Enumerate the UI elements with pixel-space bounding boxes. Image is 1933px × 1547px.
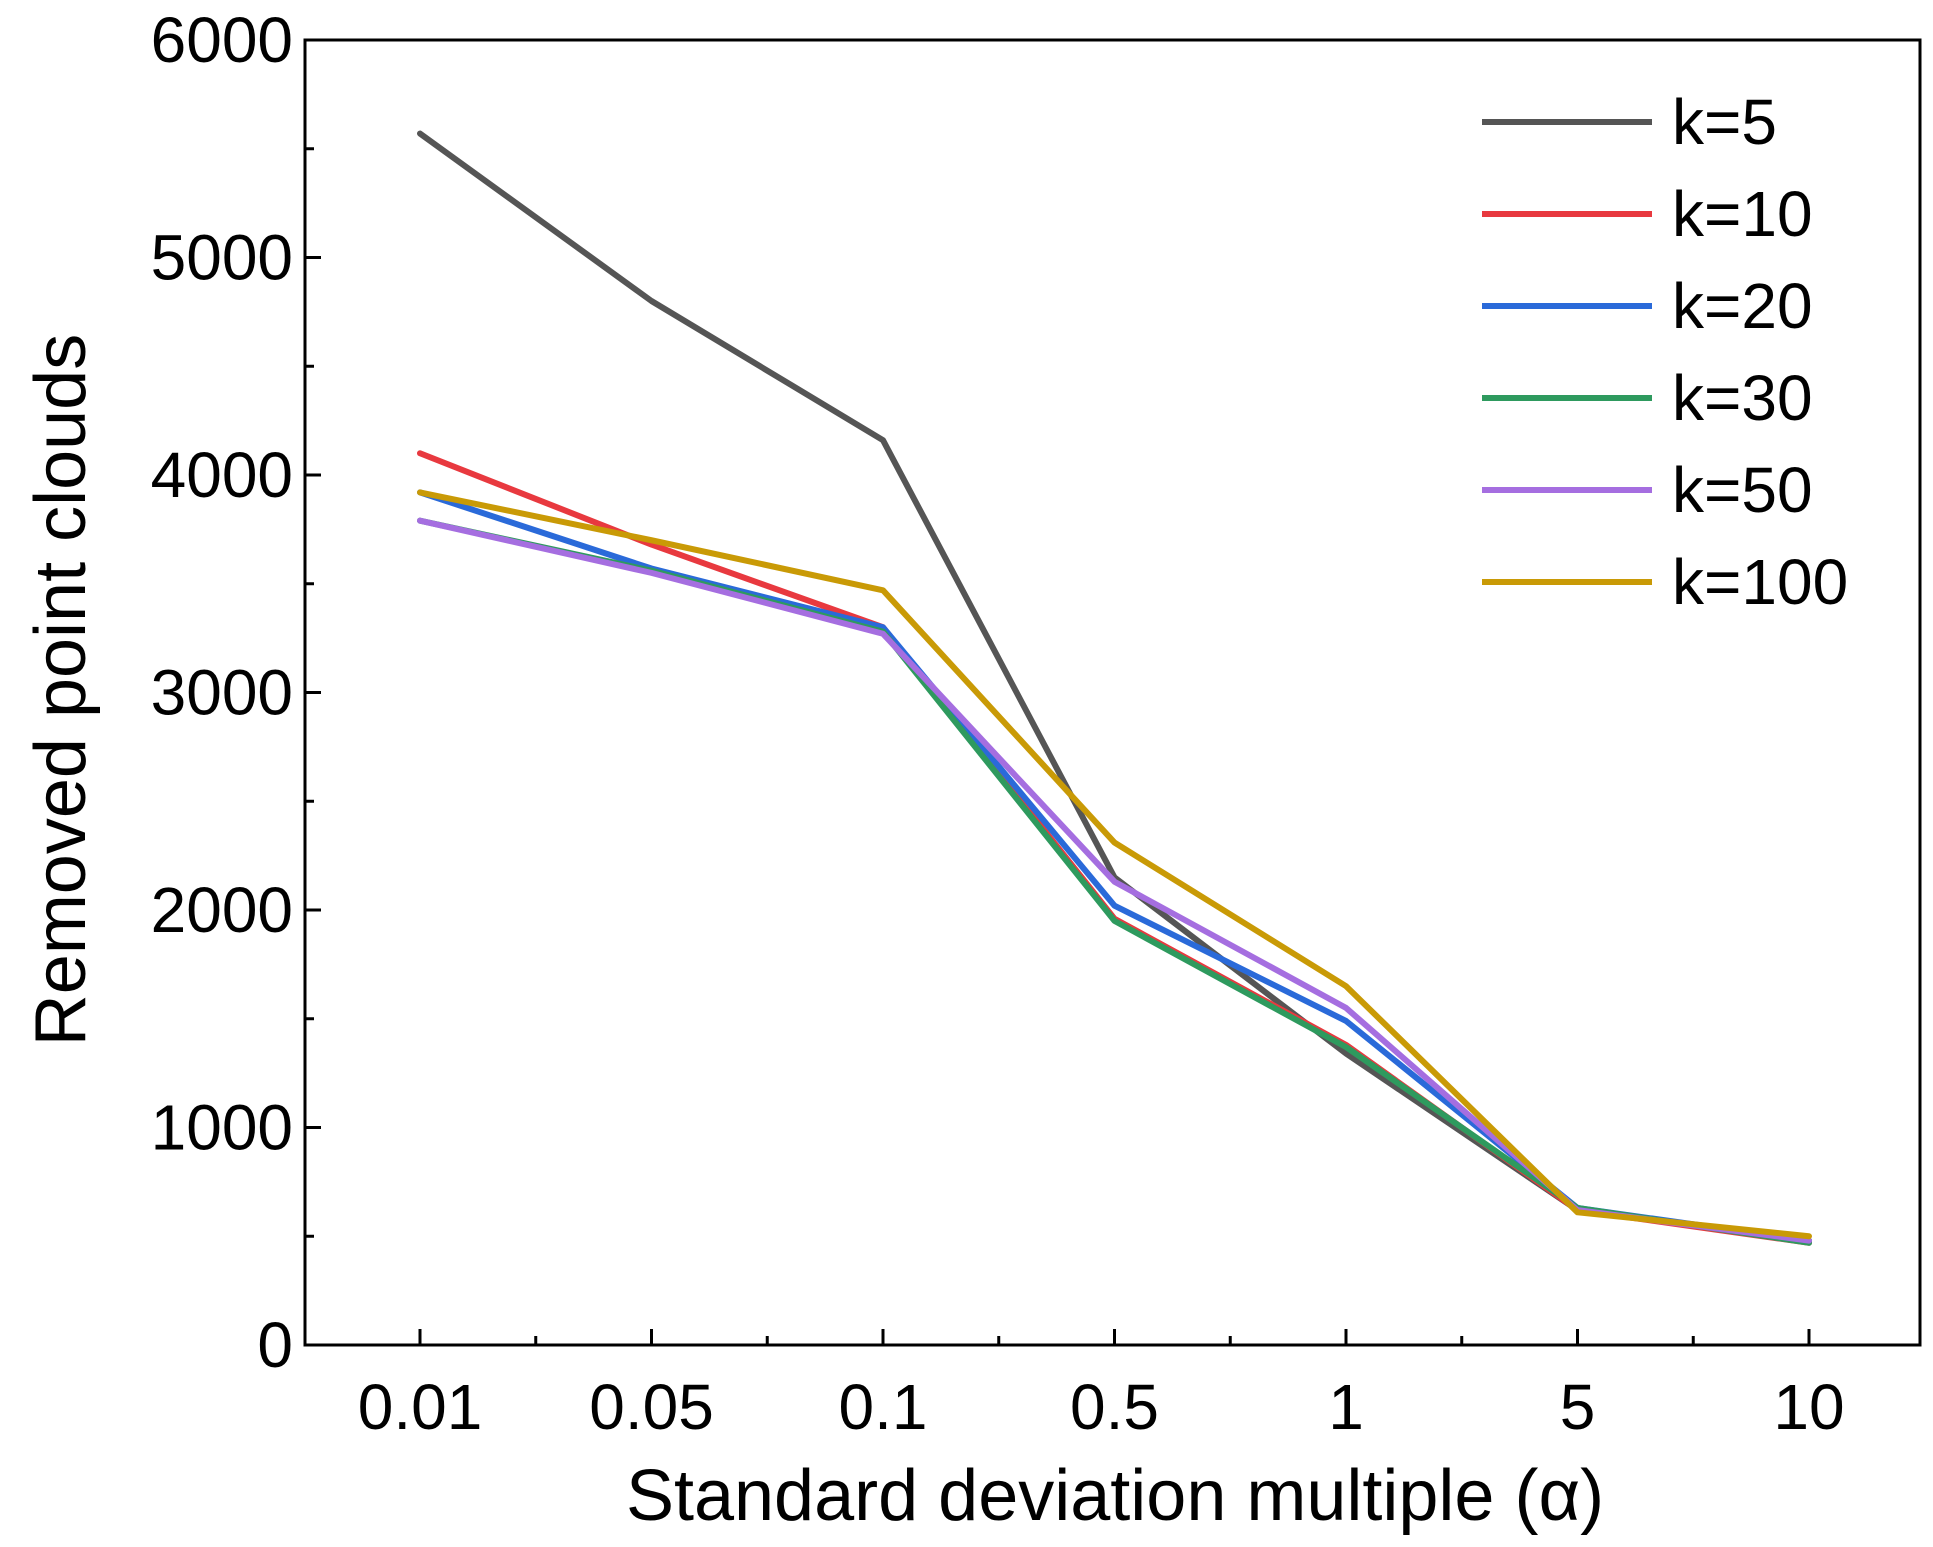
- y-tick-label: 2000: [151, 874, 293, 946]
- series-line-k-100: [417, 489, 1812, 1240]
- legend: k=5 k=10 k=20 k=30 k=50 k=100: [1482, 86, 1848, 618]
- series-lines: [417, 130, 1812, 1246]
- y-tick-label: 1000: [151, 1092, 293, 1164]
- y-tick-label: 4000: [151, 439, 293, 511]
- legend-label-k-10: k=10: [1672, 178, 1813, 250]
- x-tick-label: 0.05: [589, 1371, 714, 1443]
- x-tick-label: 1: [1328, 1371, 1364, 1443]
- x-tick-label: 0.01: [358, 1371, 483, 1443]
- legend-label-k-5: k=5: [1672, 86, 1777, 158]
- x-axis: 0.01 0.05 0.1 0.5 1 5 10: [358, 1329, 1845, 1443]
- x-tick-label: 0.1: [839, 1371, 928, 1443]
- y-tick-label: 5000: [151, 222, 293, 294]
- x-axis-title: Standard deviation multiple (α): [626, 1456, 1604, 1536]
- x-tick-label: 5: [1560, 1371, 1596, 1443]
- x-tick-label: 0.5: [1070, 1371, 1159, 1443]
- y-tick-label: 3000: [151, 657, 293, 729]
- y-axis-title: Removed point clouds: [21, 334, 101, 1046]
- x-tick-label: 10: [1773, 1371, 1844, 1443]
- y-tick-label: 6000: [151, 4, 293, 76]
- legend-label-k-30: k=30: [1672, 362, 1813, 434]
- legend-label-k-100: k=100: [1672, 546, 1848, 618]
- legend-label-k-50: k=50: [1672, 454, 1813, 526]
- y-tick-label: 0: [257, 1309, 293, 1381]
- y-axis: 0 1000 2000 3000 4000 5000 6000: [151, 4, 321, 1381]
- legend-label-k-20: k=20: [1672, 270, 1813, 342]
